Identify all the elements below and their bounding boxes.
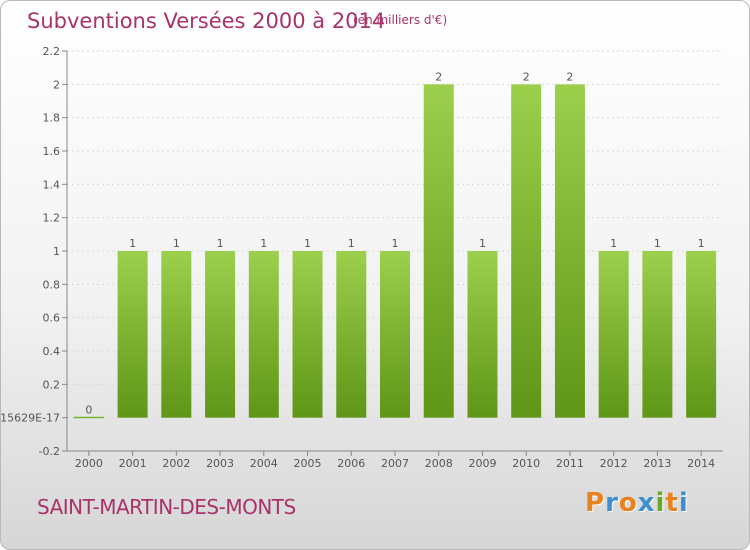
x-tick-label: 2001	[119, 457, 147, 470]
x-tick-label: 2004	[250, 457, 278, 470]
x-tick-label: 2000	[75, 457, 103, 470]
bar-2011	[554, 84, 585, 418]
logo-letter: r	[605, 488, 619, 518]
bar-2007	[380, 251, 410, 418]
data-label-2000: 0	[85, 404, 92, 417]
data-labels: 0 1 1 1 1 1 1 1 2 1 2 2 1 1 1	[85, 70, 704, 416]
data-label-2011: 2	[566, 70, 573, 83]
data-label-2012: 1	[610, 237, 617, 250]
data-label-2004: 1	[260, 237, 267, 250]
data-label-2009: 1	[479, 237, 486, 250]
y-tick-label: -0.2	[39, 445, 60, 458]
data-label-2001: 1	[129, 237, 136, 250]
x-tick-label: 2014	[687, 457, 715, 470]
y-tick-label: 1.6	[43, 145, 61, 158]
x-tick-label: 2012	[600, 457, 628, 470]
logo-letter: i	[678, 488, 689, 518]
data-label-2002: 1	[173, 237, 180, 250]
data-label-2013: 1	[654, 237, 661, 250]
y-tick-label: 0.4	[43, 345, 61, 358]
logo-letter: x	[637, 488, 656, 518]
y-axis-ticks: -0.2 -15629E-17 0.2 0.4 0.6 0.8 1 1.2 1.4 1.6 1.8 2…	[1, 45, 67, 458]
y-tick-label: 1.8	[43, 112, 61, 125]
bar-2008	[423, 84, 454, 418]
logo-letter: t	[665, 488, 679, 518]
data-label-2010: 2	[523, 70, 530, 83]
x-tick-label: 2008	[425, 457, 453, 470]
y-tick-label: 0.6	[43, 312, 61, 325]
x-tick-label: 2009	[468, 457, 496, 470]
x-tick-label: 2006	[337, 457, 365, 470]
bar-2010	[511, 84, 542, 418]
y-tick-label: 0.2	[43, 378, 61, 391]
bar-2000	[73, 416, 104, 419]
bar-2009	[467, 251, 498, 418]
data-label-2005: 1	[304, 237, 311, 250]
logo-letter: o	[618, 488, 638, 518]
logo-letter: i	[655, 488, 666, 518]
x-tick-label: 2003	[206, 457, 234, 470]
bars	[73, 84, 717, 419]
y-tick-label: 1.4	[43, 178, 61, 191]
x-tick-label: 2002	[162, 457, 190, 470]
y-tick-label: 2.2	[43, 45, 61, 58]
x-tick-label: 2007	[381, 457, 409, 470]
data-label-2006: 1	[348, 237, 355, 250]
logo-letter: P	[585, 488, 606, 518]
data-label-2008: 2	[435, 70, 442, 83]
x-tick-label: 2010	[512, 457, 540, 470]
y-tick-label: 1	[53, 245, 60, 258]
data-label-2007: 1	[392, 237, 399, 250]
bar-2006	[336, 251, 367, 418]
data-label-2014: 1	[698, 237, 705, 250]
proxiti-logo: Proxiti	[585, 488, 689, 518]
bar-2003	[205, 251, 236, 418]
x-tick-label: 2005	[294, 457, 322, 470]
bar-2014	[686, 251, 717, 418]
bar-2001	[117, 251, 148, 418]
y-tick-label: 0.8	[43, 278, 61, 291]
bar-2013	[642, 251, 673, 418]
unit-label: (en milliers d'€)	[353, 13, 448, 27]
x-axis-ticks: 2000 2001 2002 2003 2004 2005 2006 2007 2008 2009…	[75, 451, 715, 470]
bar-2005	[292, 251, 323, 418]
y-tick-label: 1.2	[43, 212, 61, 225]
bar-2004	[248, 251, 279, 418]
bar-2002	[161, 251, 192, 418]
y-tick-label: 2	[53, 78, 60, 91]
x-tick-label: 2013	[643, 457, 671, 470]
y-tick-label: -15629E-17	[1, 412, 60, 425]
commune-name: SAINT-MARTIN-DES-MONTS	[37, 495, 296, 519]
x-tick-label: 2011	[556, 457, 584, 470]
chart-title: Subventions Versées 2000 à 2014	[27, 9, 386, 33]
data-label-2003: 1	[217, 237, 224, 250]
bar-2012	[598, 251, 629, 418]
